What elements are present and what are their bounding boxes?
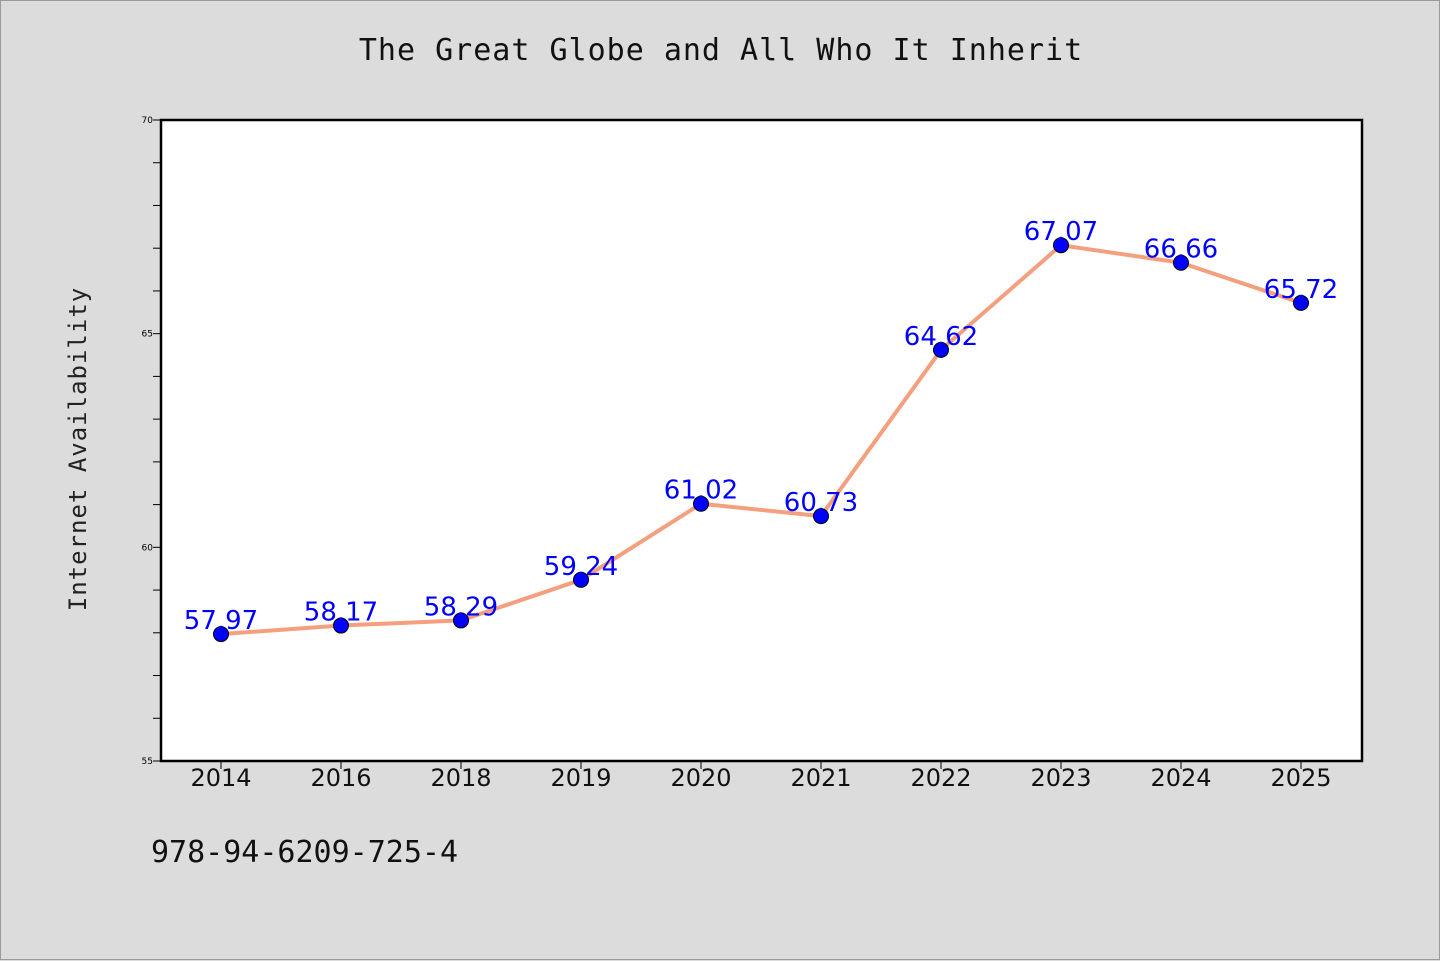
x-tick-label: 2018: [430, 764, 491, 792]
data-label: 66.66: [1144, 235, 1218, 265]
data-point: [453, 612, 469, 629]
data-label: 60.73: [784, 488, 858, 518]
y-tick-label: 70: [142, 116, 154, 126]
data-label: 64.62: [904, 322, 978, 352]
data-point: [933, 341, 949, 358]
chart-title: The Great Globe and All Who It Inherit: [358, 33, 1084, 68]
data-point: [1173, 254, 1189, 271]
footer-code: 978-94-6209-725-4: [151, 835, 459, 870]
x-tick-label: 2024: [1150, 764, 1211, 792]
x-tick-label: 2014: [190, 764, 251, 792]
data-label: 59.24: [544, 552, 618, 582]
plot-area: [159, 118, 1364, 763]
y-tick-label: 60: [142, 543, 154, 553]
y-tick-label: 65: [142, 330, 153, 340]
x-tick-label: 2019: [550, 764, 611, 792]
data-label: 57.97: [184, 606, 258, 636]
data-label: 58.29: [424, 592, 498, 622]
data-label: 65.72: [1264, 275, 1338, 305]
data-label: 67.07: [1024, 217, 1098, 247]
data-point: [1053, 237, 1069, 254]
y-tick-label: 55: [142, 757, 153, 767]
series-line: [219, 243, 1303, 637]
data-point: [693, 495, 709, 512]
data-label: 61.02: [664, 476, 738, 506]
data-point: [573, 571, 589, 588]
data-labels: 57.97 58.17 58.29 59.24 61.02 60.73 64.62 67.07…: [184, 217, 1338, 636]
x-tick-label: 2020: [670, 764, 731, 792]
y-axis-ticks: 55 60 65 70: [142, 116, 161, 767]
data-point: [1293, 294, 1309, 311]
data-point: [813, 508, 829, 525]
x-tick-label: 2021: [790, 764, 851, 792]
x-tick-label: 2022: [910, 764, 971, 792]
series-markers: [213, 237, 1309, 643]
x-tick-label: 2016: [310, 764, 371, 792]
x-tick-label: 2023: [1030, 764, 1091, 792]
x-tick-label: 2025: [1270, 764, 1331, 792]
data-label: 58.17: [304, 598, 378, 628]
x-axis-ticks: 2014 2016 2018 2019 2020 2021 2022 2023 2024 2025: [190, 761, 1332, 792]
data-point: [213, 626, 229, 643]
data-point: [333, 617, 349, 634]
